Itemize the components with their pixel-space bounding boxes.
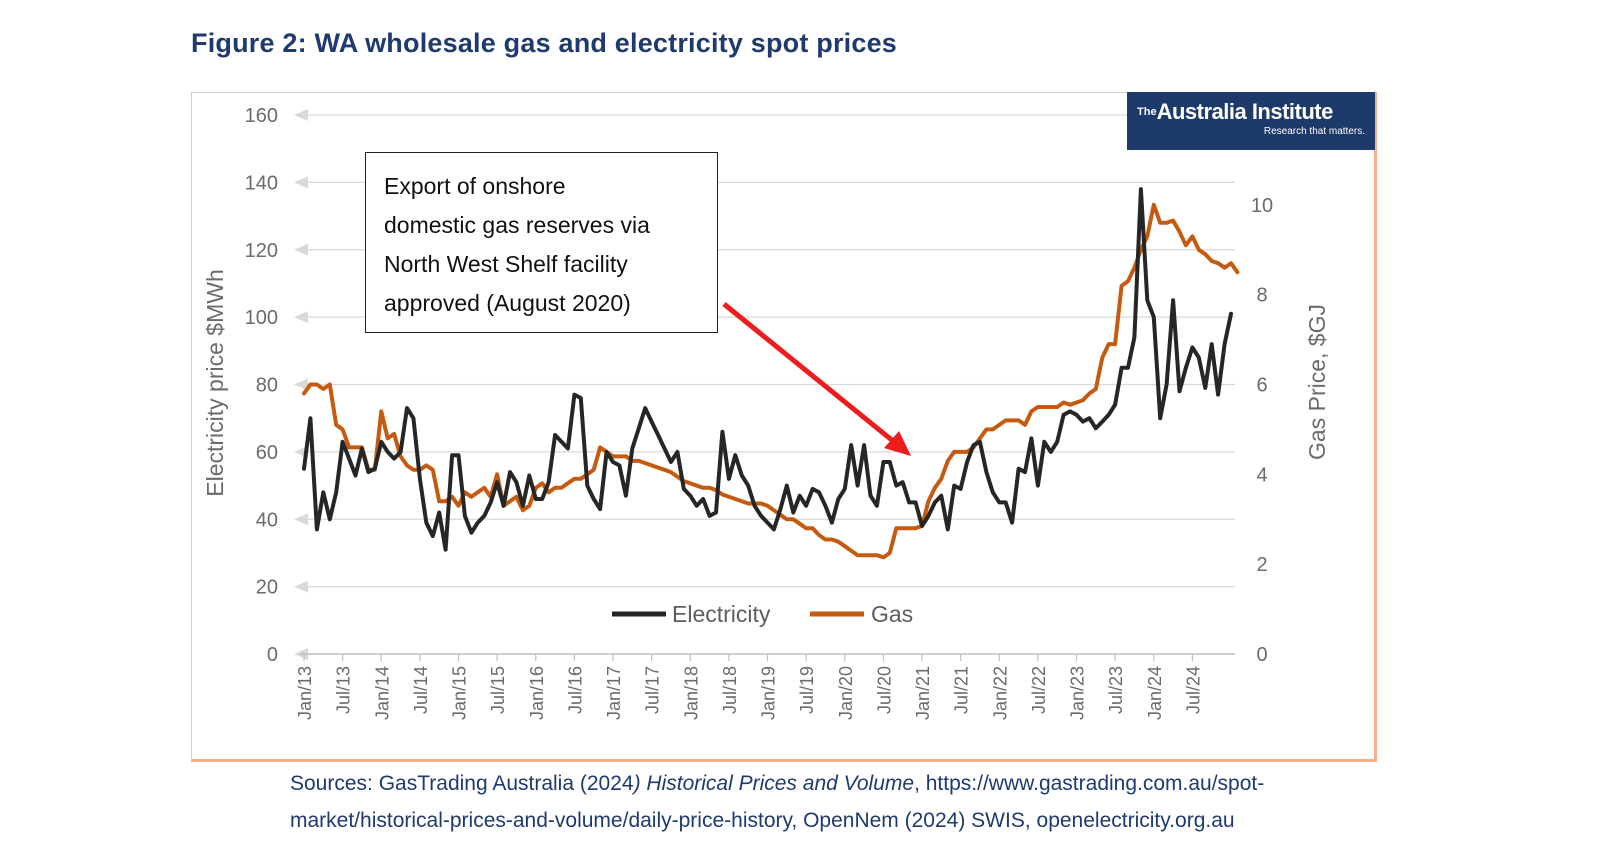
- x-axis-ticks: Jan/13 Jul/13 Jan/14 Jul/14 Jan/15 Jul/15 Jan/…: [295, 654, 1203, 720]
- left-axis-title: Electricity price $MWh: [202, 269, 228, 496]
- right-tick-label: 2: [1256, 554, 1267, 576]
- annotation-line: Export of onshore: [384, 173, 566, 199]
- x-tick-label: Jul/22: [1029, 666, 1049, 714]
- arrow-head: [884, 431, 911, 456]
- logo-brand-prefix: The: [1137, 106, 1157, 118]
- gridline-marker: [294, 176, 308, 189]
- left-tick-label: 60: [256, 442, 278, 464]
- left-axis-ticks: 0 20 40 60 80 100 120 140 160: [245, 105, 278, 666]
- left-tick-label: 20: [256, 577, 278, 599]
- x-tick-label: Jul/19: [797, 666, 817, 714]
- x-tick-label: Jan/17: [604, 666, 624, 720]
- logo-brand-name: Australia Institute: [1156, 99, 1334, 124]
- x-tick-label: Jul/15: [488, 666, 508, 714]
- right-tick-label: 4: [1256, 464, 1267, 486]
- legend: Electricity Gas: [612, 601, 913, 627]
- logo-brand: TheAustralia Institute: [1137, 100, 1365, 124]
- left-tick-label: 40: [256, 509, 278, 531]
- x-tick-label: Jul/23: [1106, 666, 1126, 714]
- gridline-marker: [294, 378, 308, 391]
- x-tick-label: Jan/19: [759, 666, 779, 720]
- legend-electricity-label: Electricity: [672, 601, 771, 627]
- x-tick-label: Jan/16: [527, 666, 547, 720]
- x-tick-label: Jan/13: [295, 666, 315, 720]
- x-tick-label: Jul/18: [720, 666, 740, 714]
- x-tick-label: Jul/16: [565, 666, 585, 714]
- right-tick-label: 6: [1256, 375, 1267, 397]
- left-tick-label: 140: [245, 172, 278, 194]
- gridline-marker: [294, 243, 308, 256]
- left-tick-label: 160: [245, 105, 278, 127]
- annotation-arrow: [722, 302, 911, 456]
- x-tick-label: Jul/13: [334, 666, 354, 714]
- x-tick-label: Jul/24: [1183, 666, 1203, 714]
- gas-series-line: [302, 202, 1240, 560]
- left-tick-label: 80: [256, 375, 278, 397]
- electricity-series-line: [302, 187, 1233, 552]
- x-tick-label: Jan/24: [1145, 666, 1165, 720]
- gridline-marker: [294, 580, 308, 593]
- x-tick-label: Jan/21: [913, 666, 933, 720]
- x-tick-label: Jan/23: [1068, 666, 1088, 720]
- sources-prefix: Sources: GasTrading Australia (2024: [290, 772, 634, 795]
- x-tick-label: Jul/17: [643, 666, 663, 714]
- x-tick-label: Jan/18: [681, 666, 701, 720]
- sources-rest: , https://www.gastrading.com.au/spot-mar…: [290, 772, 1265, 832]
- right-tick-label: 10: [1251, 195, 1273, 217]
- sources-note: Sources: GasTrading Australia (2024) His…: [290, 765, 1390, 839]
- right-tick-label: 0: [1256, 644, 1267, 666]
- logo-tagline: Research that matters.: [1263, 126, 1365, 137]
- x-tick-label: Jan/22: [990, 666, 1010, 720]
- left-tick-label: 120: [245, 240, 278, 262]
- sources-title: ) Historical Prices and Volume: [633, 772, 915, 795]
- australia-institute-logo: TheAustralia Institute Research that mat…: [1127, 92, 1375, 150]
- left-tick-label: 0: [267, 644, 278, 666]
- legend-gas-label: Gas: [871, 601, 913, 627]
- annotation-line: North West Shelf facility: [384, 251, 628, 277]
- arrow-shaft: [722, 302, 895, 443]
- figure-title: Figure 2: WA wholesale gas and electrici…: [191, 28, 898, 58]
- right-axis-ticks: 0 2 4 6 8 10: [1251, 195, 1273, 666]
- x-tick-label: Jan/15: [450, 666, 470, 720]
- x-tick-label: Jul/14: [411, 666, 431, 714]
- annotation-line: approved (August 2020): [384, 290, 631, 316]
- annotation-line: domestic gas reserves via: [384, 212, 650, 238]
- x-tick-label: Jan/20: [836, 666, 856, 720]
- x-tick-label: Jul/20: [874, 666, 894, 714]
- x-tick-label: Jan/14: [372, 666, 392, 720]
- annotation-box: Export of onshore domestic gas reserves …: [365, 152, 718, 333]
- right-tick-label: 8: [1256, 285, 1267, 307]
- right-axis-title: Gas Price, $GJ: [1304, 304, 1330, 460]
- gridline-marker: [294, 513, 308, 526]
- gridline-marker: [294, 311, 308, 324]
- series-lines: [302, 187, 1240, 560]
- x-tick-label: Jul/21: [952, 666, 972, 714]
- gridline-marker: [294, 109, 308, 121]
- left-tick-label: 100: [245, 307, 278, 329]
